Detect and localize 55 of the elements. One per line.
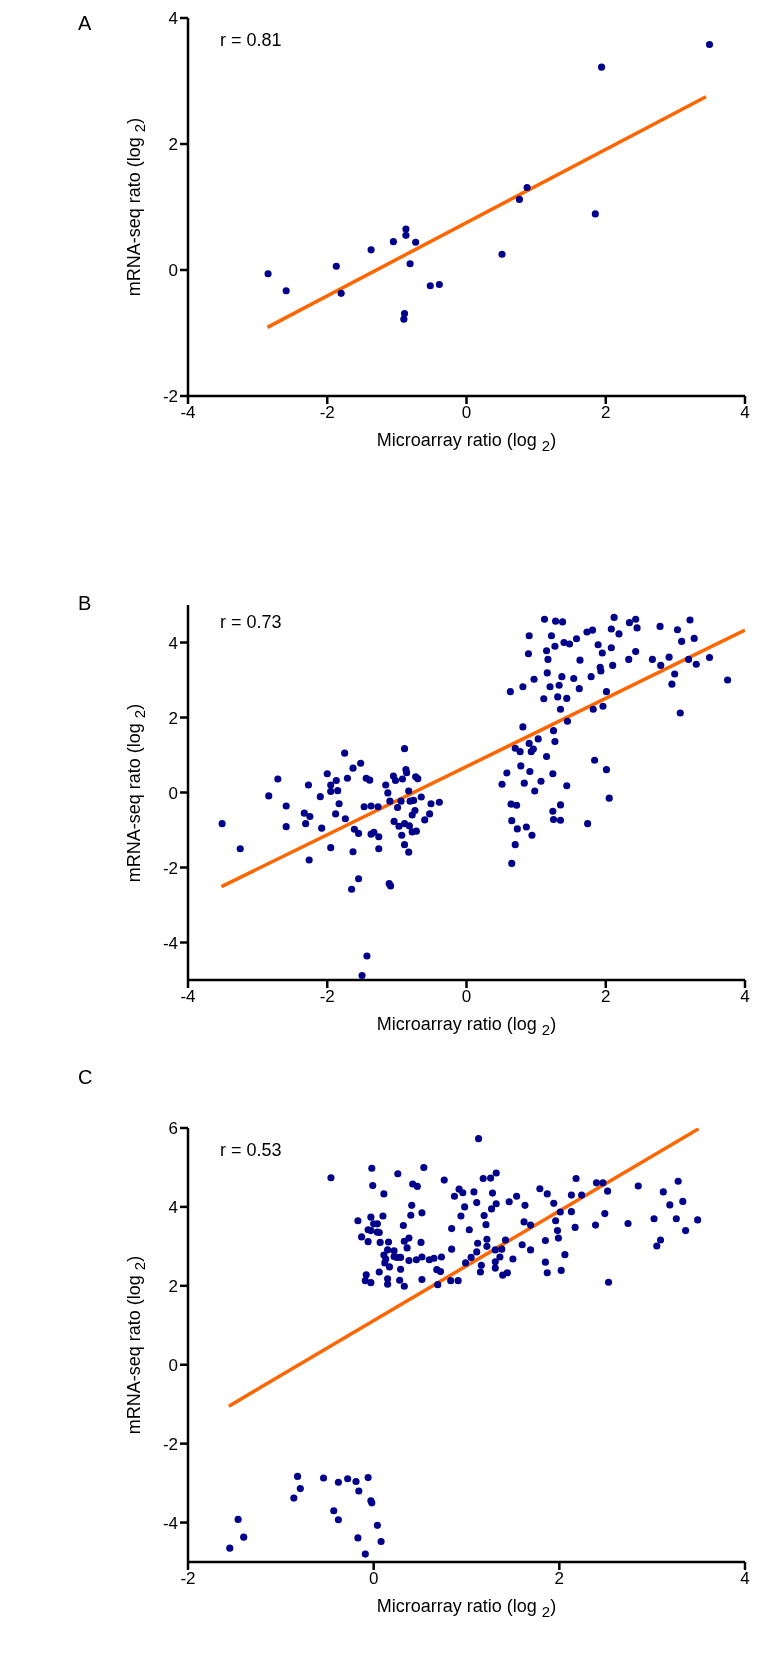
y-tick-label: -2	[162, 858, 178, 878]
annotation: r = 0.73	[220, 612, 282, 633]
x-tick-label: 0	[461, 403, 472, 423]
point	[400, 315, 408, 323]
point	[332, 262, 340, 270]
y-tick-label: 2	[168, 708, 178, 728]
x-tick-label: 2	[554, 1569, 565, 1589]
point	[400, 309, 409, 318]
y-tick-label: 0	[168, 783, 178, 803]
y-tick-label: -4	[162, 1513, 178, 1533]
x-axis-title: Microarray ratio (log $_{2}$)	[375, 1014, 558, 1038]
point	[523, 183, 531, 192]
x-tick-label: 4	[740, 987, 750, 1007]
point	[498, 250, 506, 258]
x-axis-title: Microarray ratio (log $_{2}$)	[375, 1596, 558, 1620]
x-axis-title: Microarray ratio (log $_{2}$)	[375, 430, 558, 454]
x-tick-label: 2	[601, 987, 611, 1007]
x-tick-label: 4	[740, 1569, 750, 1589]
point	[367, 246, 375, 254]
point	[337, 289, 345, 297]
point	[435, 280, 443, 289]
y-tick-label: 0	[168, 1355, 178, 1375]
point	[598, 63, 606, 71]
y-tick-label: 0	[168, 261, 178, 281]
point	[705, 40, 714, 49]
annotation: r = 0.81	[220, 30, 282, 51]
x-tick-label: 2	[601, 403, 611, 423]
y-tick-label: 2	[168, 1276, 178, 1296]
point	[402, 225, 410, 233]
x-tick-label: -2	[319, 987, 335, 1007]
annotation: r = 0.53	[220, 1140, 282, 1161]
point	[264, 270, 272, 278]
point	[412, 238, 420, 246]
y-tick-label: 4	[168, 9, 178, 29]
point	[515, 195, 523, 203]
y-tick-label: 4	[168, 633, 178, 653]
point	[426, 282, 434, 290]
y-tick-label: -2	[162, 1434, 178, 1454]
chart-title: B	[78, 592, 92, 615]
y-tick-label: -2	[162, 387, 178, 407]
y-tick-label: 6	[168, 1119, 178, 1139]
point	[282, 287, 290, 295]
x-tick-label: 4	[740, 403, 750, 423]
point	[591, 210, 599, 218]
chart-title: A	[78, 12, 92, 35]
y-tick-label: -4	[162, 933, 178, 953]
y-tick-label: 2	[168, 135, 178, 155]
point	[406, 260, 414, 268]
chart-title: C	[78, 1066, 93, 1089]
x-tick-label: 0	[368, 1569, 379, 1589]
y-tick-label: 4	[168, 1197, 178, 1217]
x-tick-label: 0	[461, 987, 472, 1007]
x-tick-label: -2	[319, 403, 335, 423]
point	[389, 238, 397, 246]
point	[402, 231, 410, 239]
